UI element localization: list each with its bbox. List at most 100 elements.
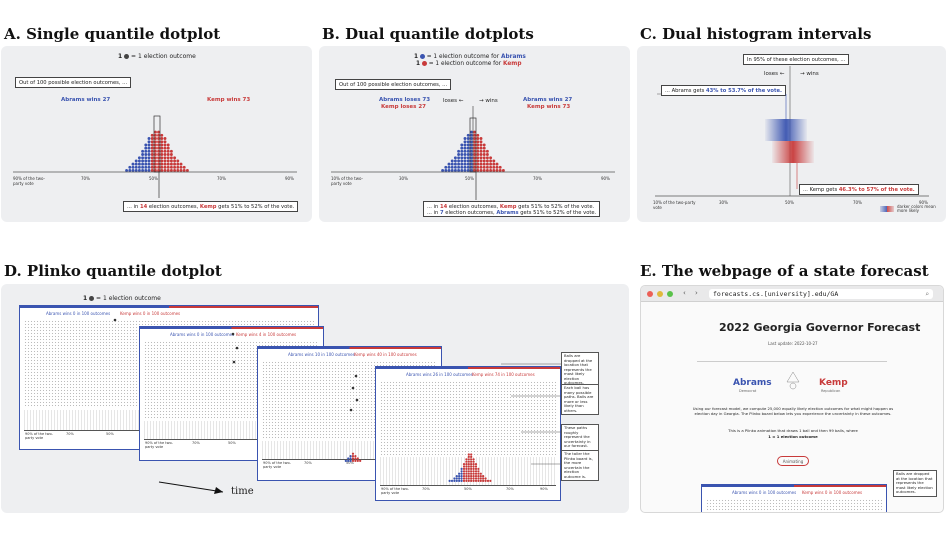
plinko-stack-ball [354, 457, 357, 460]
dotplot-dot [485, 169, 489, 172]
plinko-note-2: These paths roughly represent the uncert… [561, 424, 599, 451]
dotplot-dot [160, 149, 164, 153]
dotplot-dot [153, 149, 157, 153]
dotplot-dot [466, 137, 470, 140]
candidate-scale-icon [786, 371, 800, 390]
tick-c-4: 90% [919, 200, 928, 205]
dotplot-dot [463, 159, 467, 163]
url-bar[interactable]: forecasts.cs.[university].edu/GA ⌕ [709, 289, 933, 299]
dotplot-dot [169, 159, 173, 163]
dotplot-dot [476, 169, 480, 172]
plinko-stack-ball [470, 479, 473, 482]
search-icon[interactable]: ⌕ [925, 290, 929, 298]
dotplot-dot [466, 146, 470, 150]
dotplot-dot [144, 146, 148, 150]
dotplot-dot [166, 169, 170, 172]
panel-c-intervals [655, 66, 929, 212]
dotplot-dot [485, 159, 489, 163]
dotplot-dot [173, 162, 177, 166]
close-dot-icon[interactable] [647, 291, 653, 297]
dotplot-dot [479, 156, 483, 160]
dotplot-dot [463, 162, 467, 166]
plinko-stack-ball [474, 475, 478, 478]
dotplot-dot [144, 156, 148, 160]
abrams-wins-label: Abrams wins 27 [61, 97, 111, 103]
dotplot-dot [147, 143, 151, 147]
plinko-ball [232, 360, 236, 364]
plinko-stack-ball [458, 477, 461, 480]
maximize-dot-icon[interactable] [667, 291, 673, 297]
dotplot-dot [144, 149, 148, 153]
animating-button[interactable]: Animating [777, 456, 809, 466]
url-text: forecasts.cs.[university].edu/GA [713, 290, 839, 298]
dotplot-dot [144, 159, 148, 163]
dotplot-dot [466, 165, 470, 169]
dotplot-dot [476, 149, 480, 153]
plinko-stack-ball [479, 477, 482, 480]
dotplot-dot [141, 149, 145, 153]
dotplot-dot [457, 159, 461, 163]
plinko-note-3: The taller the Plinko board is, the more… [561, 450, 599, 482]
dotplot-dot [153, 153, 157, 156]
plinko-ball [231, 332, 235, 336]
plinko-stack-ball [347, 459, 350, 462]
dotplot-dot [485, 156, 489, 160]
tick-b-2: 50% [465, 176, 474, 181]
dotplot-dot [182, 165, 186, 169]
dotplot-dot [137, 162, 141, 166]
minimize-dot-icon[interactable] [657, 291, 663, 297]
dotplot-dot [485, 149, 489, 153]
tick-a-4: 90% [285, 176, 294, 181]
plinko-stack-ball [474, 477, 478, 480]
dot-unit-description: 1 = 1 election outcome [768, 434, 818, 439]
dotplot-dot [476, 156, 480, 160]
plinko-stack-ball [470, 477, 473, 480]
plinko-stack-ball [477, 472, 480, 475]
dotplot-dot [473, 162, 477, 166]
dotplot-dot [479, 159, 483, 163]
frame-1-red: Kemp wins 4 in 100 outcomes [236, 332, 297, 337]
dotplot-dot [469, 137, 473, 140]
plinko-ball [235, 346, 239, 350]
dotplot-dot [137, 156, 141, 160]
dotplot-dot [460, 149, 464, 153]
plinko-stack-ball [460, 470, 463, 473]
dotplot-dot [153, 156, 157, 160]
plinko-stack-ball [462, 479, 466, 482]
plinko-stack-ball [351, 457, 355, 460]
dotplot-dot [144, 169, 148, 172]
dotplot-dot [485, 162, 489, 166]
dotplot-dot [466, 156, 470, 160]
dotplot-dot [466, 149, 470, 153]
dotplot-dot [501, 169, 505, 172]
plinko-stack-ball [460, 467, 463, 470]
dotplot-dot [447, 169, 451, 172]
tick-c-0: 10% of the two-party vote [653, 200, 696, 210]
plinko-stack-ball [467, 467, 470, 470]
dotplot-dot [457, 165, 461, 169]
title-b: B. Dual quantile dotplots [322, 25, 534, 43]
dotplot-dot [450, 169, 454, 172]
dotplot-dot [482, 162, 486, 166]
dotplot-dot [492, 162, 496, 166]
dotplot-dot [469, 153, 473, 156]
forward-icon[interactable]: › [695, 289, 698, 297]
dotplot-dot [144, 143, 148, 147]
dotplot-dot [157, 169, 161, 172]
dotplot-dot [492, 159, 496, 163]
dotplot-dot [134, 169, 138, 172]
dotplot-dot [457, 153, 461, 156]
plinko-stack-ball [465, 458, 468, 461]
dotplot-dot [163, 153, 167, 156]
plinko-stack-ball [472, 467, 475, 470]
back-icon[interactable]: ‹ [683, 289, 686, 297]
dotplot-dot [157, 153, 161, 156]
dotplot-dot [489, 156, 493, 160]
dotplot-dot [157, 162, 161, 166]
plinko-stack-ball [465, 463, 468, 466]
plinko-stack-ball [470, 467, 473, 470]
dotplot-dot [179, 169, 183, 172]
dotplot-dot [463, 137, 467, 140]
dotplot-dot [150, 146, 154, 150]
kemp-party: Republican [821, 389, 841, 393]
